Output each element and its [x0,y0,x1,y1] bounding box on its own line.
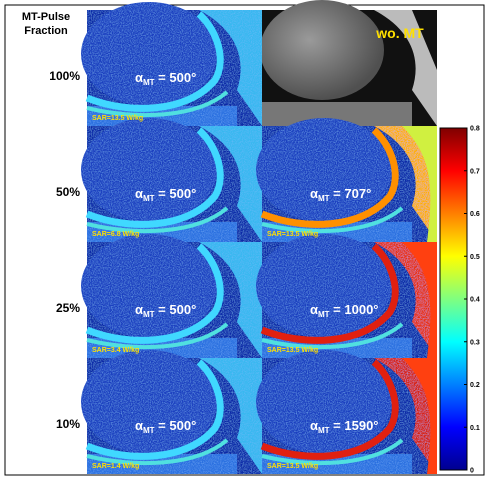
mri-panel [81,350,262,474]
colorbar-tick-label: 0.1 [470,425,480,432]
femur [81,350,217,454]
flip-angle-label: αMT = 500° [135,302,196,319]
alpha-value: = 500° [155,186,197,201]
sar-label: SAR=6.8 W/kg [92,231,139,238]
cartilage [86,90,229,118]
femur [81,118,217,222]
soft-tissue [374,242,437,358]
cartilage [86,206,229,234]
mri-panel [256,350,437,474]
alpha-value: = 707° [330,186,372,201]
colorbar-tick-label: 0.4 [470,297,480,304]
alpha-value: = 1000° [330,302,379,317]
flip-angle-label: αMT = 500° [135,418,196,435]
alpha-subscript: MT [143,310,155,319]
sar-label: SAR=13.5 W/kg [267,463,318,470]
fraction-label: 10% [56,417,80,431]
alpha-subscript: MT [318,310,330,319]
sar-label: SAR=1.4 W/kg [92,463,139,470]
sar-label: SAR=3.4 W/kg [92,347,139,354]
header-title: Fraction [24,25,68,37]
muscle [402,358,437,474]
cartilage [85,11,224,112]
alpha-symbol: α [135,418,143,433]
femur [256,350,392,454]
cartilage [261,206,404,234]
reference-panel: wo. MT [260,0,437,126]
flip-angle-label: αMT = 707° [310,186,371,203]
alpha-subscript: MT [143,78,155,87]
cartilage [261,438,404,466]
mri-panel [256,234,437,358]
colorbar [439,127,468,471]
cartilage [260,127,399,228]
colorbar-tick-label: 0.8 [470,126,480,133]
cartilage [260,359,399,460]
femur [256,234,392,338]
muscle [402,126,437,242]
fraction-label: 100% [49,69,80,83]
femur [81,234,217,338]
alpha-symbol: α [135,70,143,85]
cartilage [86,322,229,350]
alpha-symbol: α [135,186,143,201]
sar-label: SAR=13.5 W/kg [267,231,318,238]
flip-angle-label: αMT = 1590° [310,418,379,435]
colorbar-tick-label: 0.6 [470,211,480,218]
muscle [402,242,437,358]
soft-tissue [199,126,262,242]
colorbar-tick-label: 0.5 [470,254,480,261]
alpha-value: = 500° [155,70,197,85]
femur [260,0,384,100]
alpha-value: = 500° [155,418,197,433]
colorbar-tick-label: 0.3 [470,339,480,346]
sar-label: SAR=13.5 W/kg [92,115,143,122]
colorbar-tick-label: 0.2 [470,382,480,389]
header-title: MT-Pulse [22,11,70,23]
mri-panel [81,2,262,126]
alpha-symbol: α [310,302,318,317]
flip-angle-label: αMT = 1000° [310,302,379,319]
alpha-subscript: MT [318,426,330,435]
cartilage [261,322,404,350]
flip-angle-label: αMT = 500° [135,70,196,87]
soft-tissue [199,242,262,358]
frame [4,4,485,476]
mri-panel [81,234,262,358]
femur [81,2,217,106]
fraction-label: 50% [56,185,80,199]
soft-tissue [199,358,262,474]
mri-panel [256,118,437,242]
alpha-value: = 500° [155,302,197,317]
alpha-value: = 1590° [330,418,379,433]
cartilage [85,243,224,344]
mri-panel [81,118,262,242]
reference-label: wo. MT [375,25,424,41]
cartilage [86,438,229,466]
alpha-symbol: α [310,186,318,201]
alpha-subscript: MT [143,194,155,203]
alpha-symbol: α [135,302,143,317]
femur [256,118,392,222]
alpha-symbol: α [310,418,318,433]
fraction-label: 25% [56,301,80,315]
soft-tissue [374,358,437,474]
alpha-subscript: MT [318,194,330,203]
soft-tissue [374,126,437,242]
flip-angle-label: αMT = 500° [135,186,196,203]
cartilage [260,243,399,344]
cartilage [85,127,224,228]
cartilage [85,359,224,460]
sar-label: SAR=13.5 W/kg [267,347,318,354]
alpha-subscript: MT [143,426,155,435]
soft-tissue [374,10,437,126]
soft-tissue [199,10,262,126]
colorbar-tick-label: 0 [470,468,474,475]
colorbar-tick-label: 0.7 [470,168,480,175]
